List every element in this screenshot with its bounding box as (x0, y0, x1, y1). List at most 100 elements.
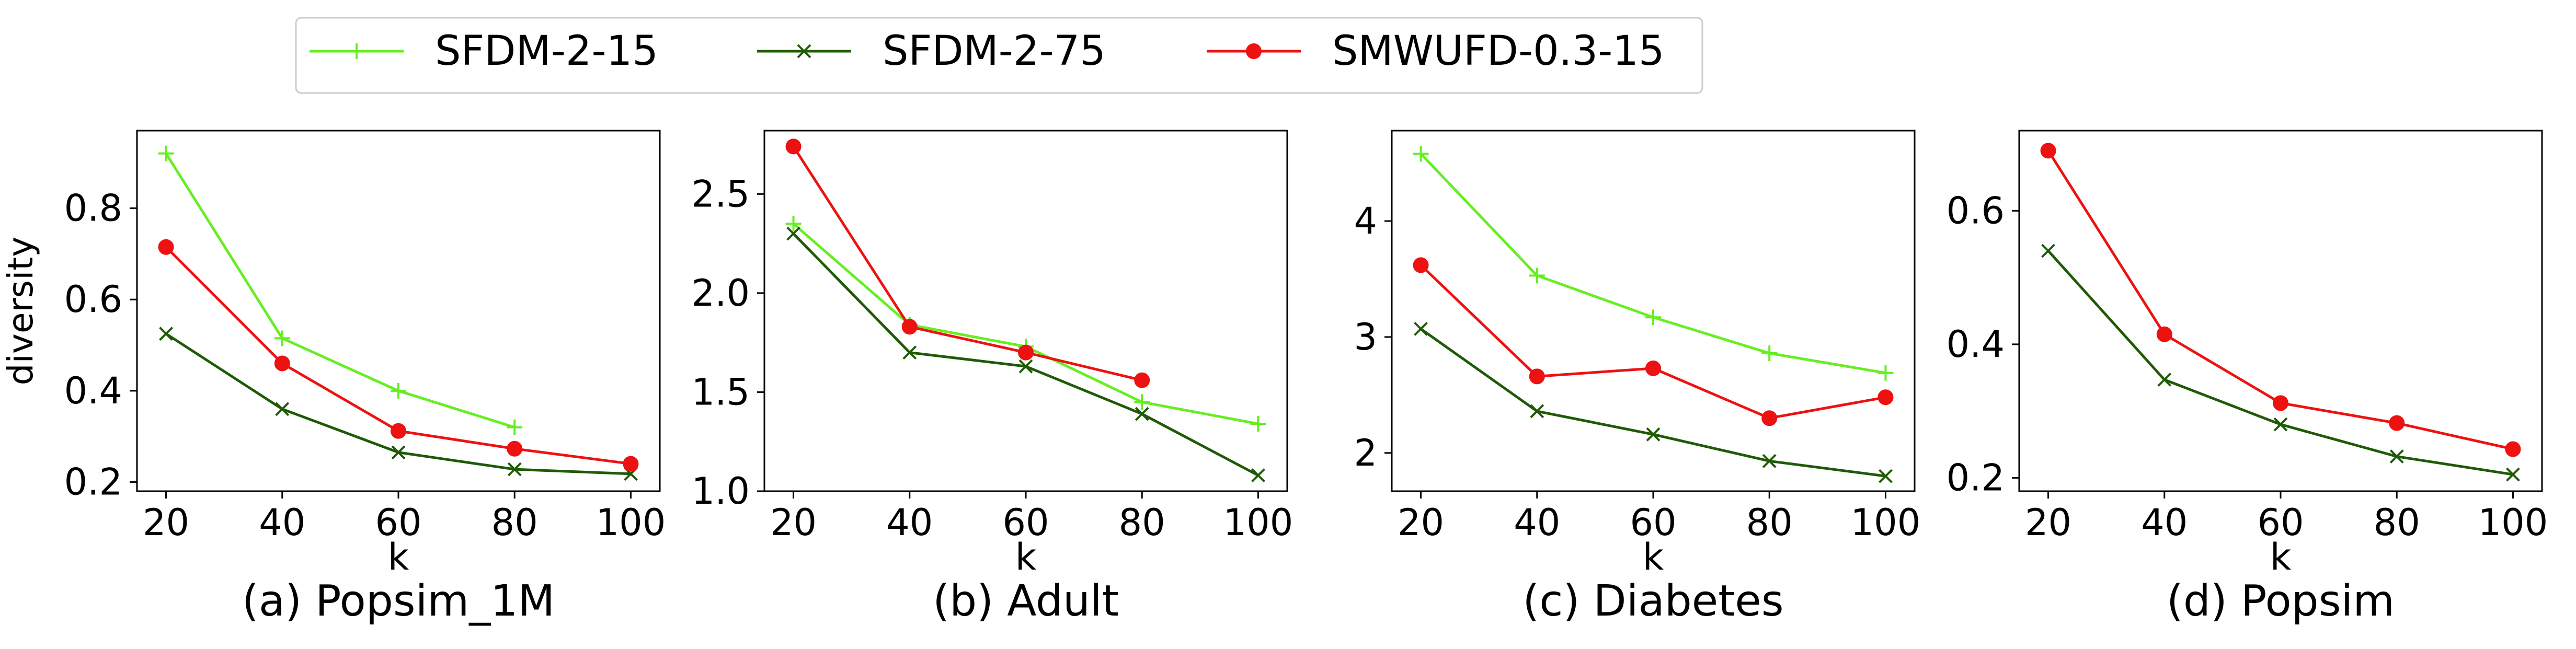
x-tick-label: 40 (1514, 501, 1560, 544)
x-axis-label: k (1015, 536, 1037, 578)
data-point (2505, 441, 2521, 457)
data-point (2273, 417, 2288, 432)
series-sfdm-2-75 (159, 327, 638, 481)
data-point (274, 330, 290, 346)
series-sfdm-2-15 (158, 145, 523, 435)
data-point (1877, 389, 1894, 405)
data-point (785, 138, 802, 155)
data-point (901, 319, 918, 335)
data-point (507, 462, 522, 477)
data-point (786, 226, 800, 241)
x-axis-label: k (1643, 536, 1664, 578)
legend: SFDM-2-15 SFDM-2-75 SMWUFD-0.3-15 (295, 17, 1703, 94)
x-tick-label: 80 (1119, 501, 1165, 544)
data-point (2040, 143, 2056, 159)
data-point (391, 383, 406, 399)
x-tick-label: 60 (1002, 501, 1049, 544)
x-axis-label: k (388, 536, 409, 578)
y-tick-label: 0.6 (1947, 189, 2005, 232)
subplot-caption: (b) Adult (933, 576, 1119, 626)
series-sfdm-2-75 (786, 226, 1265, 483)
subplot-caption: (a) Popsim_1M (242, 576, 555, 626)
data-point (1646, 427, 1661, 442)
x-tick-label: 80 (2374, 501, 2420, 544)
y-tick-label: 0.6 (64, 278, 122, 321)
data-point (391, 445, 406, 460)
data-point (1018, 359, 1033, 374)
chart-panel-1: 20 40 60 80 100 0.2 0.4 0.6 0.8 k diversity (a) Pop… (1, 130, 666, 626)
y-tick-label: 0.8 (64, 187, 122, 229)
data-point (2157, 373, 2172, 387)
x-tick-label: 100 (1851, 501, 1921, 544)
data-point (1134, 372, 1150, 388)
y-tick-label: 2.0 (692, 272, 750, 315)
data-point (1250, 416, 1266, 432)
data-point (1762, 454, 1777, 468)
data-point (274, 355, 290, 372)
legend-marker-x (797, 44, 811, 59)
y-tick-label: 4 (1354, 200, 1377, 242)
y-tick-label: 1.5 (692, 370, 750, 413)
y-tick-label: 2.5 (692, 172, 750, 215)
data-point (1879, 469, 1893, 483)
x-tick-label: 40 (2141, 501, 2188, 544)
x-tick-label: 100 (2478, 501, 2548, 544)
data-point (623, 456, 639, 472)
data-point (2156, 326, 2172, 342)
data-point (275, 402, 290, 416)
data-point (1645, 309, 1661, 326)
series-line (1419, 264, 1886, 420)
data-point (2273, 395, 2288, 411)
legend-entry-sfdm-2-75: SFDM-2-75 (757, 28, 1106, 75)
legend-marker-plus (349, 43, 364, 59)
data-point (1529, 268, 1545, 284)
x-tick-label: 100 (596, 501, 666, 544)
series-line (1419, 153, 1886, 375)
legend-frame (295, 17, 1703, 94)
series-line (165, 153, 515, 429)
x-tick-label: 20 (2025, 501, 2071, 544)
x-tick-label: 20 (143, 501, 189, 544)
data-point (1414, 321, 1428, 336)
chart-panels: 20 40 60 80 100 0.2 0.4 0.6 0.8 k diversity (a) Pop… (1, 130, 2548, 626)
series-smwufd-0-3-15 (158, 239, 639, 472)
x-tick-label: 20 (1398, 501, 1444, 544)
y-tick-label: 3 (1354, 316, 1377, 358)
subplot-caption: (c) Diabetes (1522, 576, 1783, 626)
series-smwufd-0-3-15 (785, 138, 1150, 388)
data-point (158, 145, 174, 161)
data-point (391, 423, 406, 439)
data-point (507, 441, 523, 457)
y-tick-label: 1.0 (692, 470, 750, 513)
legend-label: SMWUFD-0.3-15 (1332, 28, 1665, 75)
series-sfdm-2-15 (1413, 146, 1894, 381)
data-point (902, 345, 917, 360)
series-sfdm-2-75 (2041, 244, 2520, 482)
data-point (1877, 365, 1894, 381)
data-point (2389, 415, 2405, 431)
x-tick-label: 40 (259, 501, 305, 544)
legend-marker-circle (1246, 43, 1262, 59)
subplot-caption: (d) Popsim (2167, 576, 2395, 626)
data-point (1413, 257, 1429, 273)
chart-panel-2: 20 40 60 80 100 1.0 1.5 2.0 2.5 k(b) Adult (692, 130, 1293, 626)
data-point (1413, 146, 1429, 162)
data-point (1529, 368, 1545, 385)
data-point (1135, 407, 1149, 421)
y-tick-label: 0.4 (64, 369, 122, 412)
x-axis-label: k (2270, 536, 2292, 578)
plot-frame (763, 130, 1288, 492)
data-point (1645, 360, 1661, 376)
data-point (1761, 345, 1778, 361)
x-tick-label: 80 (491, 501, 538, 544)
legend-entry-sfdm-2-15: SFDM-2-15 (310, 28, 658, 75)
legend-label: SFDM-2-15 (435, 28, 658, 75)
series-line (2047, 250, 2513, 476)
y-tick-label: 0.2 (64, 461, 122, 504)
data-point (507, 419, 523, 435)
x-tick-label: 20 (770, 501, 817, 544)
series-sfdm-2-75 (1414, 321, 1893, 483)
x-tick-label: 60 (2257, 501, 2304, 544)
data-point (2506, 467, 2520, 482)
